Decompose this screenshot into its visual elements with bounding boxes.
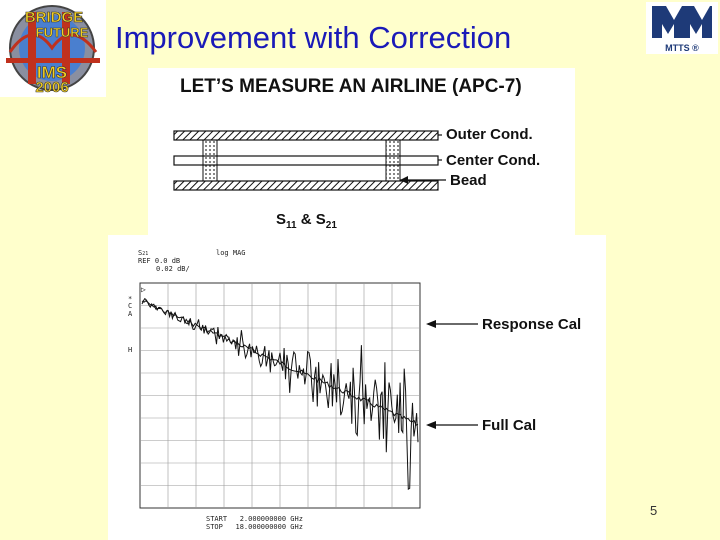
logo-future-text: FUTURE [36,25,89,40]
analyzer-plot-figure: S21 log MAG REF 0.0 dB 0.02 dB/ * C A H … [108,235,606,540]
airline-figure-heading: LET’S MEASURE AN AIRLINE (APC-7) [180,76,522,97]
start-frequency: START 2.000000000 GHz [206,515,303,523]
format-label: log MAG [216,249,246,257]
reference-marker-icon: ▷ [141,285,146,294]
ims-2006-logo: BRIDGE FUTURE IMS 2006 [0,0,106,97]
mtts-logo-text: MTTS ® [665,43,699,53]
stop-frequency: STOP 18.000000000 GHz [206,523,303,531]
logo-year-text: 2006 [35,79,68,96]
bead-left [202,139,218,182]
plot-grid [139,282,421,509]
slide-title: Improvement with Correction [115,20,512,55]
marker-label-c: C [128,302,133,310]
reference-level: REF 0.0 dB [138,257,181,265]
trace-full-cal [141,300,419,426]
slide-number: 5 [650,503,658,518]
s-parameters-label: S11 & S21 [276,211,337,231]
analyzer-trace-plot [139,282,478,509]
center-conductor-label: Center Cond. [446,152,541,169]
mtts-logo: MTTS ® [646,2,718,54]
scale-per-division: 0.02 dB/ [156,265,190,273]
outer-conductor-bottom [173,180,439,191]
outer-conductor-label: Outer Cond. [446,126,533,143]
bead-arrow-icon [400,176,408,184]
marker-label-h: H [128,346,133,354]
outer-conductor-top [173,130,439,141]
logo-ims-text: IMS [37,63,67,82]
full-cal-label: Full Cal [482,417,537,434]
bead-right [385,139,401,182]
mtts-mark-icon [652,6,712,38]
full-cal-arrow-icon [426,421,436,429]
marker-label-star: * [128,295,133,303]
response-cal-label: Response Cal [482,316,582,333]
marker-label-a: A [128,310,133,318]
parameter-label: S21 [138,249,149,257]
logo-bridge-text: BRIDGE [25,9,83,26]
response-cal-arrow-icon [426,320,436,328]
bead-label: Bead [450,172,487,189]
airline-figure: LET’S MEASURE AN AIRLINE (APC-7) [148,68,575,238]
airline-cross-section [173,130,446,191]
bridge-logo-graphic: BRIDGE FUTURE IMS 2006 [6,5,100,96]
